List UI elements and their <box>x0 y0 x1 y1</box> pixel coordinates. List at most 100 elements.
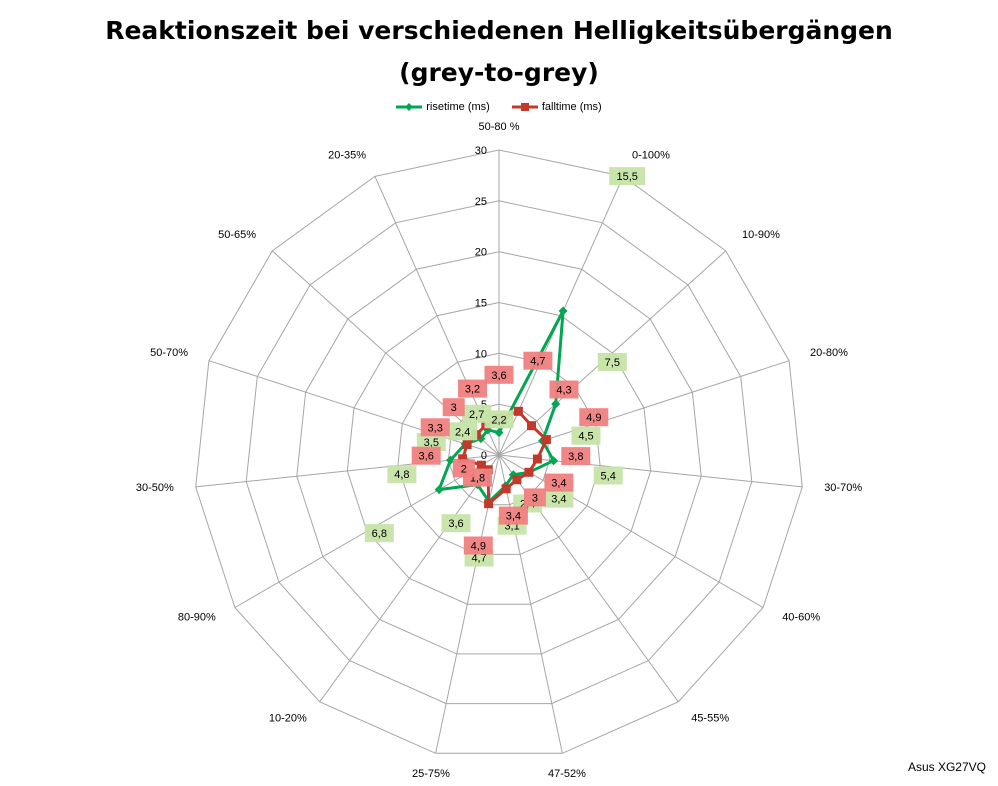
category-labels: 50-80 % 0-100% 10-90% 20-80% 30-70% 40-60% 45-… <box>136 121 862 780</box>
legend-rise-label: risetime (ms) <box>426 101 490 113</box>
rise-data-label: 3,4 <box>544 489 574 508</box>
rise-point <box>434 485 444 495</box>
svg-text:3,6: 3,6 <box>419 451 434 463</box>
svg-text:3: 3 <box>451 402 457 414</box>
grid-spoke <box>271 250 500 456</box>
tick-label: 25 <box>475 196 487 208</box>
legend: risetime (ms) falltime (ms) <box>0 101 998 113</box>
rise-data-label: 3,5 <box>416 433 446 451</box>
chart-title: Reaktionszeit bei verschiedenen Helligke… <box>0 10 998 94</box>
fall-data-label: 3,2 <box>458 379 487 398</box>
fall-point <box>541 435 551 445</box>
grid-spoke <box>498 250 727 456</box>
svg-text:3,4: 3,4 <box>551 478 566 490</box>
category-label: 30-70% <box>824 482 862 494</box>
rise-data-label: 2,2 <box>484 410 514 429</box>
grid-spoke <box>498 454 764 608</box>
tick-label: 10 <box>475 348 487 360</box>
fall-point <box>524 467 534 477</box>
category-label: 40-60% <box>782 612 820 624</box>
category-label: 50-80 % <box>479 121 520 133</box>
rise-data-label: 5,4 <box>593 466 623 485</box>
svg-text:2,4: 2,4 <box>455 426 470 438</box>
rise-point <box>558 306 568 316</box>
grid-ring <box>397 352 601 555</box>
svg-text:3: 3 <box>532 492 538 504</box>
fall-point <box>527 421 536 431</box>
rise-point <box>551 399 561 409</box>
fall-point <box>458 454 468 464</box>
svg-text:6,8: 6,8 <box>372 528 387 540</box>
legend-item-rise: risetime (ms) <box>396 101 490 113</box>
svg-text:3,4: 3,4 <box>551 494 566 506</box>
svg-text:3,3: 3,3 <box>428 422 443 434</box>
rise-data-label: 6,8 <box>364 524 394 543</box>
rise-data-label: 4,8 <box>387 465 417 484</box>
fall-data-label: 3 <box>523 488 546 507</box>
rise-point <box>549 456 559 466</box>
legend-item-fall: falltime (ms) <box>511 101 602 113</box>
fall-data-label: 3,6 <box>411 446 441 465</box>
legend-fall-label: falltime (ms) <box>541 101 602 113</box>
tick-label: 0 <box>481 450 487 462</box>
fall-data-label: 4,7 <box>523 351 553 370</box>
category-label: 25-75% <box>412 768 450 780</box>
svg-text:4,7: 4,7 <box>530 356 545 368</box>
svg-text:5,4: 5,4 <box>601 471 616 483</box>
grid-ring <box>245 200 753 705</box>
grid-ring <box>296 251 702 655</box>
fall-point <box>512 475 522 485</box>
rise-data-label: 7,5 <box>597 353 627 371</box>
fall-point <box>476 460 486 470</box>
fall-data-label: 2 <box>452 459 475 478</box>
fall-point <box>462 440 472 450</box>
radar-grid <box>195 149 803 754</box>
svg-text:4,9: 4,9 <box>471 541 486 553</box>
svg-text:4,7: 4,7 <box>471 553 486 565</box>
rise-data-label: 15,5 <box>609 167 646 186</box>
svg-text:4,3: 4,3 <box>556 385 571 397</box>
rise-data-label: 2,4 <box>448 422 478 441</box>
grid-spoke <box>498 454 563 754</box>
svg-text:3,2: 3,2 <box>465 384 480 396</box>
grid-ring <box>346 301 652 605</box>
fall-data-label: 3 <box>442 398 465 417</box>
svg-text:3,5: 3,5 <box>424 437 439 449</box>
svg-text:7,5: 7,5 <box>605 357 620 369</box>
svg-text:4,9: 4,9 <box>586 412 601 424</box>
rise-point <box>445 455 455 465</box>
fall-data-label: 3,4 <box>544 473 574 492</box>
category-label: 47-52% <box>548 768 586 780</box>
rise-point <box>494 428 504 438</box>
rise-data-label: 2,7 <box>462 404 492 423</box>
svg-text:2,7: 2,7 <box>469 409 484 421</box>
chart-title-line-2: (grey-to-grey) <box>399 58 599 87</box>
rise-line <box>437 309 565 504</box>
fall-data-label: 3,3 <box>420 418 450 437</box>
category-label: 50-65% <box>218 229 256 241</box>
svg-text:4,5: 4,5 <box>578 431 593 443</box>
svg-text:3,6: 3,6 <box>491 370 506 382</box>
tick-label: 20 <box>475 247 487 259</box>
svg-text:3,4: 3,4 <box>506 511 521 523</box>
data-labels: 2,215,57,54,55,43,42,43,14,73,66,84,83,5… <box>364 167 646 567</box>
category-label: 10-90% <box>742 229 780 241</box>
tick-label: 30 <box>475 145 487 157</box>
chart-title-line-1: Reaktionszeit bei verschiedenen Helligke… <box>105 16 893 45</box>
fall-point <box>532 454 542 464</box>
svg-text:4,8: 4,8 <box>394 469 409 481</box>
category-label: 45-55% <box>691 713 729 725</box>
fall-point <box>513 406 523 416</box>
svg-text:15,5: 15,5 <box>616 171 637 183</box>
svg-text:2,2: 2,2 <box>491 414 506 426</box>
category-label: 50-70% <box>150 347 188 359</box>
grid-spoke <box>319 454 500 703</box>
fall-data-label: 4,9 <box>579 408 609 427</box>
category-label: 80-90% <box>178 612 216 624</box>
category-label: 20-80% <box>810 347 848 359</box>
fall-data-label: 3,6 <box>484 365 514 384</box>
svg-text:3,6: 3,6 <box>448 518 463 530</box>
grid-ring <box>195 149 803 754</box>
rise-data-label: 3,6 <box>441 514 471 533</box>
